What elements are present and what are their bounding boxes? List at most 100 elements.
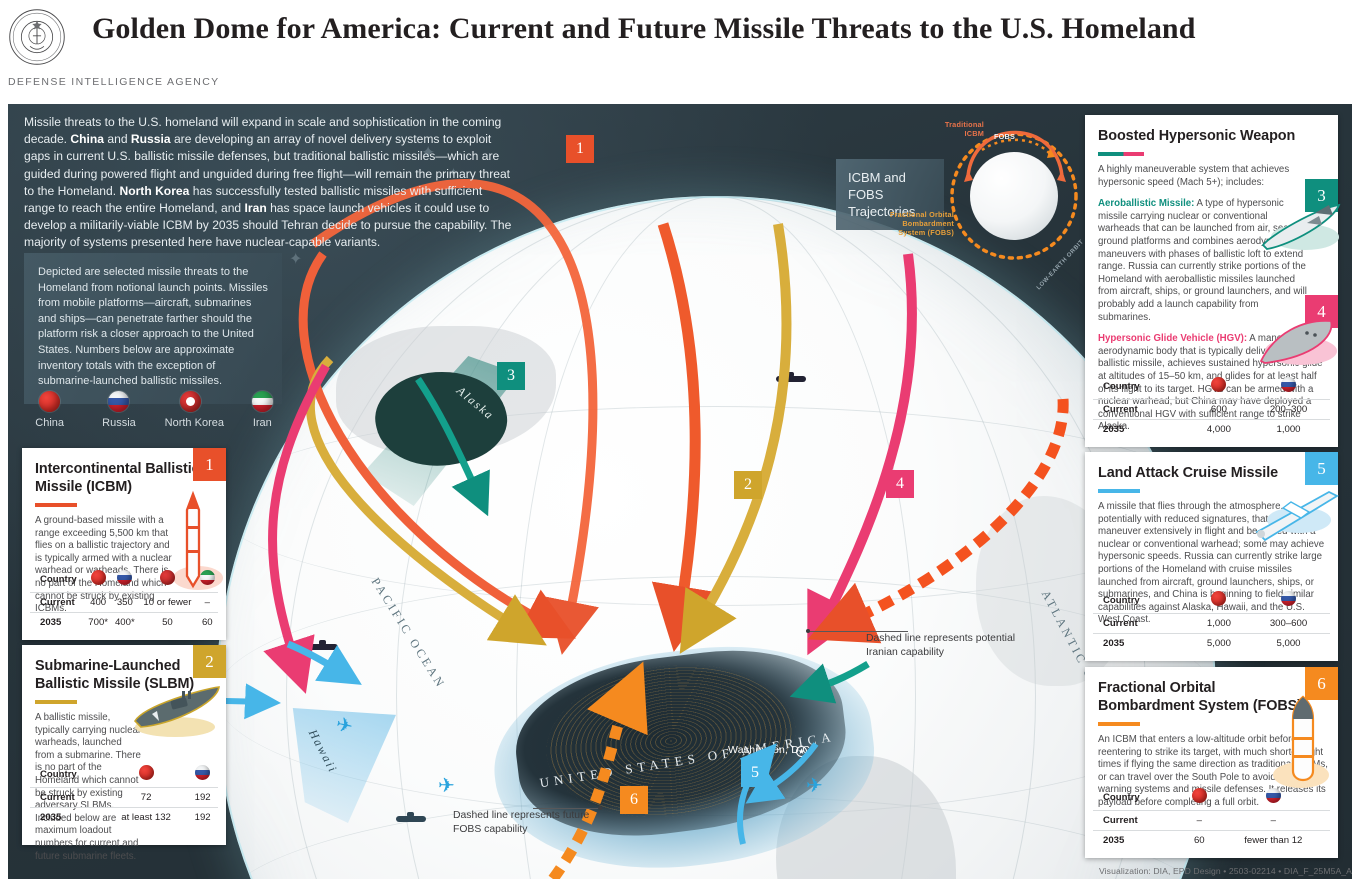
table-row: Current 400 350 10 or fewer – bbox=[30, 592, 218, 613]
card-body: A missile that flies through the atmosph… bbox=[1098, 501, 1325, 626]
card-table-fobs: Country Current – – 2035 60 fewer than 1… bbox=[1093, 784, 1330, 850]
card-icbm[interactable]: 1 Intercontinental Ballistic Missile (IC… bbox=[22, 448, 226, 640]
card-rule bbox=[1098, 489, 1140, 493]
table-header-country: Country bbox=[1103, 594, 1140, 606]
legend-label: North Korea bbox=[164, 417, 224, 429]
card-number-badge-3: 3 bbox=[1305, 179, 1338, 212]
page-header: Golden Dome for America: Current and Fut… bbox=[0, 0, 1360, 104]
map-badge-1[interactable]: 1 bbox=[566, 135, 594, 163]
table-row: Current – – bbox=[1093, 810, 1330, 831]
card-number-badge: 2 bbox=[193, 645, 226, 678]
table-header-china bbox=[85, 566, 112, 593]
card-slbm[interactable]: 2 Submarine-Launched Ballistic Missile (… bbox=[22, 645, 226, 862]
sub-title-hgv: Hypersonic Glide Vehicle (HGV): bbox=[1098, 333, 1248, 345]
trajectory-arrows bbox=[57, 179, 1069, 879]
map-badge-2[interactable]: 2 bbox=[734, 471, 762, 499]
inset-globe bbox=[970, 152, 1058, 240]
card-table-slbm: Country Current 72 192 2035 at least 132… bbox=[30, 761, 218, 827]
legend-item-china: China bbox=[26, 391, 73, 429]
agency-name: DEFENSE INTELLIGENCE AGENCY bbox=[8, 76, 220, 88]
table-header-china bbox=[1182, 784, 1217, 811]
card-number-badge: 5 bbox=[1305, 452, 1338, 485]
table-row: 2035 4,000 1,000 bbox=[1093, 419, 1330, 439]
map-badge-5[interactable]: 5 bbox=[741, 759, 769, 787]
table-row: Current 72 192 bbox=[30, 787, 218, 808]
card-rule bbox=[1098, 152, 1144, 156]
card-fobs[interactable]: 6 Fractional Orbital Bombardment System … bbox=[1085, 667, 1338, 858]
table-header-russia bbox=[1247, 587, 1330, 614]
card-body: An ICBM that enters a low-altitude orbit… bbox=[1098, 734, 1328, 808]
card-title: Land Attack Cruise Missile bbox=[1098, 465, 1279, 481]
table-row: 2035 at least 132 192 bbox=[30, 807, 218, 827]
table-header-china bbox=[105, 761, 187, 788]
card-number-badge-4: 4 bbox=[1305, 295, 1338, 328]
table-header-china bbox=[1191, 373, 1247, 400]
table-row: Current 600 200–300 bbox=[1093, 399, 1330, 420]
card-lede: A highly maneuverable system that achiev… bbox=[1098, 164, 1290, 188]
star-decoration: ✦ bbox=[421, 143, 436, 162]
card-rule bbox=[35, 700, 77, 704]
table-row: 2035 60 fewer than 12 bbox=[1093, 830, 1330, 850]
flag-russia-icon bbox=[108, 391, 130, 412]
card-number-badge: 1 bbox=[193, 448, 226, 481]
map-badge-4[interactable]: 4 bbox=[886, 470, 914, 498]
table-header-nk bbox=[138, 566, 196, 593]
callout-fobs-dot bbox=[598, 806, 602, 810]
card-rule bbox=[35, 503, 77, 507]
legend-item-iran: Iran bbox=[239, 391, 286, 429]
inset-label-fractional-fobs: Fractional Orbital Bombardment System (F… bbox=[889, 210, 954, 237]
card-table-icbm: Country Current 400 350 10 or fewer – 20… bbox=[30, 566, 218, 632]
table-header-country: Country bbox=[1103, 791, 1140, 803]
card-title: Intercontinental Ballistic Missile (ICBM… bbox=[35, 461, 200, 495]
legend-label: Russia bbox=[102, 417, 136, 429]
dia-seal-icon bbox=[9, 9, 65, 65]
callout-iran-line bbox=[808, 631, 908, 632]
flag-north-korea-icon bbox=[180, 391, 202, 412]
callout-fobs-text: Dashed line represents future FOBS capab… bbox=[453, 810, 590, 835]
legend-item-north-korea: North Korea bbox=[164, 391, 224, 429]
table-row: 2035 5,000 5,000 bbox=[1093, 633, 1330, 653]
card-sub-aeroballistic: Aeroballistic Missile: A type of hyperso… bbox=[1098, 198, 1307, 323]
card-table-hypersonic: Country Current 600 200–300 2035 4,000 1… bbox=[1093, 373, 1330, 439]
table-header-country: Country bbox=[1103, 380, 1140, 392]
table-header-russia bbox=[1247, 373, 1330, 400]
card-table-lacm: Country Current 1,000 300–600 2035 5,000… bbox=[1093, 587, 1330, 653]
inset-title: ICBM and FOBS Trajectories bbox=[836, 159, 944, 230]
map-badge-3[interactable]: 3 bbox=[497, 362, 525, 390]
intro-paragraph: Missile threats to the U.S. homeland wil… bbox=[24, 115, 512, 250]
table-header-iran bbox=[197, 566, 218, 593]
country-legend: China Russia North Korea Iran bbox=[26, 391, 286, 429]
table-header-russia bbox=[187, 761, 218, 788]
table-row: Current 1,000 300–600 bbox=[1093, 613, 1330, 634]
card-title: Submarine-Launched Ballistic Missile (SL… bbox=[35, 658, 195, 692]
card-boosted-hypersonic[interactable]: Boosted Hypersonic Weapon A highly maneu… bbox=[1085, 115, 1341, 447]
inset-trajectory-diagram bbox=[950, 130, 1078, 260]
map-badge-6[interactable]: 6 bbox=[620, 786, 648, 814]
card-rule bbox=[1098, 722, 1140, 726]
callout-fobs-line bbox=[533, 808, 601, 809]
table-header-china bbox=[1191, 587, 1247, 614]
inset-label-fobs: FOBS bbox=[994, 132, 1016, 141]
card-number-badge: 6 bbox=[1305, 667, 1338, 700]
table-header-russia bbox=[1217, 784, 1330, 811]
card-title: Fractional Orbital Bombardment System (F… bbox=[1098, 680, 1302, 714]
flag-iran-icon bbox=[251, 391, 273, 412]
sub-title-aeroballistic: Aeroballistic Missile: bbox=[1098, 198, 1195, 210]
note-box: Depicted are selected missile threats to… bbox=[24, 253, 282, 404]
callout-iran-text: Dashed line represents potential Iranian… bbox=[866, 633, 1016, 658]
legend-item-russia: Russia bbox=[95, 391, 142, 429]
flag-china-icon bbox=[39, 391, 61, 412]
infographic-canvas: ✦ ✦ ✦ ✦ ✦ UNITED STATES OF AMERICA Alask… bbox=[8, 104, 1352, 879]
card-title: Boosted Hypersonic Weapon bbox=[1098, 128, 1296, 144]
table-header-russia bbox=[112, 566, 139, 593]
star-decoration: ✦ bbox=[289, 251, 303, 268]
callout-iran-dot bbox=[806, 629, 810, 633]
table-header-country: Country bbox=[40, 768, 77, 780]
table-row: 2035 700* 400* 50 60 bbox=[30, 612, 218, 632]
card-land-attack-cruise-missile[interactable]: 5 Land Attack Cruise Missile A missile t… bbox=[1085, 452, 1339, 661]
star-decoration: ✦ bbox=[448, 165, 459, 180]
page-title: Golden Dome for America: Current and Fut… bbox=[92, 12, 1196, 45]
visualization-credit: Visualization: DIA, EPD Design • 2503-02… bbox=[1099, 866, 1352, 876]
table-header-country: Country bbox=[40, 573, 77, 585]
inset-label-traditional-icbm: Traditional ICBM bbox=[944, 120, 984, 138]
